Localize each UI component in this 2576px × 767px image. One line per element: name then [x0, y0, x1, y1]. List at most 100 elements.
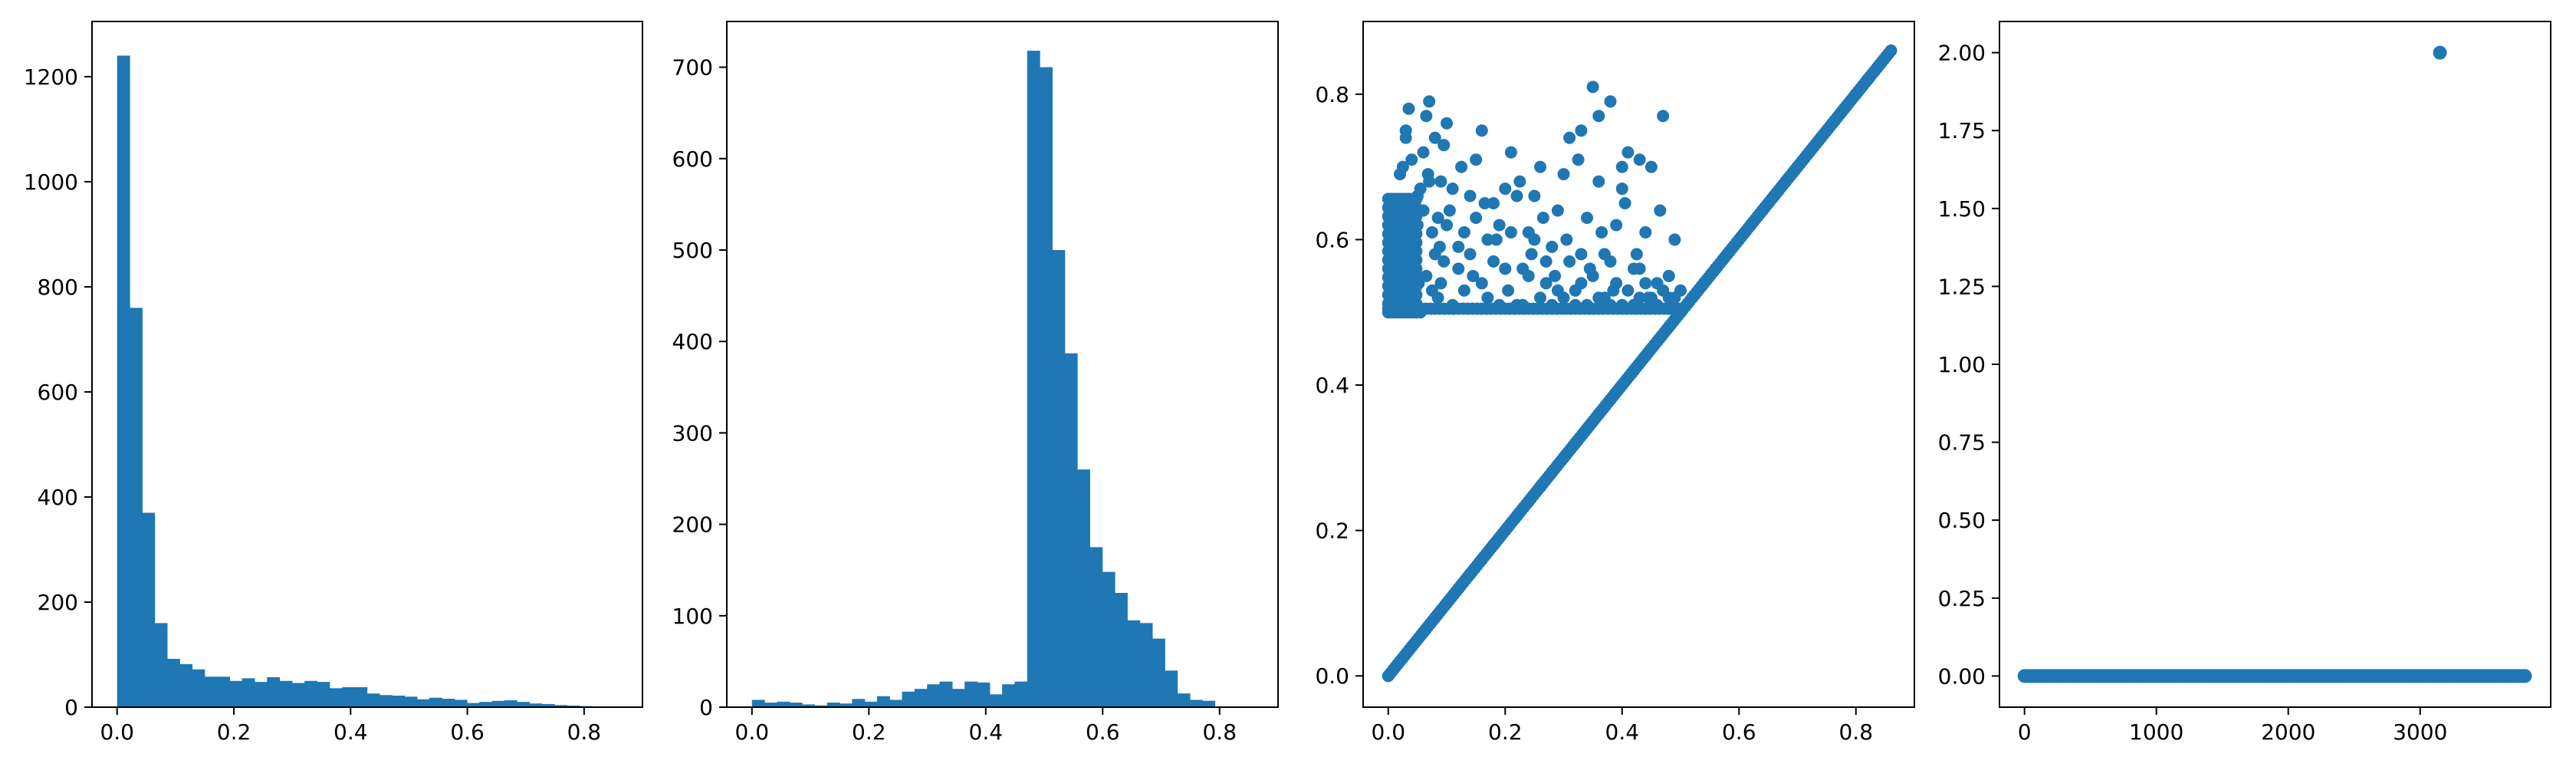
- scatter-point: [1791, 160, 1804, 173]
- scatter-point: [1513, 175, 1526, 188]
- scatter-point: [1586, 269, 1599, 282]
- scatter-point: [1651, 298, 1664, 311]
- histogram-bar: [504, 700, 518, 707]
- scatter-point: [1534, 160, 1547, 173]
- scatter-point: [1768, 189, 1781, 202]
- histogram-bar: [354, 686, 368, 707]
- scatter-point: [1405, 291, 1418, 304]
- scatter-point: [1884, 44, 1898, 57]
- subplot-3-scatter: 0.0 0.2 0.4 0.6 0.8 0.0 0.2 0.4 0.6 0.8: [1315, 21, 1915, 745]
- scatter-point: [1539, 255, 1552, 268]
- scatter-point: [1522, 495, 1535, 508]
- histogram-bar: [789, 703, 803, 707]
- histogram-bar: [1152, 638, 1165, 707]
- scatter-point: [1382, 670, 1395, 683]
- scatter-point: [1662, 321, 1675, 334]
- scatter-point: [1464, 189, 1477, 202]
- scatter-point: [1581, 211, 1594, 224]
- axes-frame: [1999, 21, 2551, 708]
- histogram-bar: [1052, 250, 1066, 707]
- histogram-bar: [864, 701, 878, 707]
- y-tick-label: 0.0: [1315, 663, 1349, 689]
- histogram-bar: [342, 686, 355, 707]
- scatter-point: [1487, 197, 1500, 210]
- histogram-bar: [1027, 51, 1040, 707]
- scatter-point: [1405, 640, 1418, 653]
- scatter-point: [1487, 538, 1500, 551]
- scatter-point: [1493, 298, 1506, 311]
- histogram-bar: [1202, 700, 1216, 707]
- scatter-point: [1475, 124, 1488, 137]
- histogram-bar: [1127, 620, 1141, 707]
- scatter-point: [1575, 248, 1588, 261]
- histogram-bar: [751, 700, 765, 707]
- scatter-point: [1873, 58, 1886, 71]
- scatter-point: [1457, 284, 1470, 297]
- y-tick-label: 600: [672, 146, 713, 172]
- scatter-point: [1487, 255, 1500, 268]
- scatter-point: [1428, 611, 1441, 624]
- scatter-point: [1504, 146, 1517, 159]
- y-tick-label: 0.00: [1938, 663, 1986, 689]
- scatter-point: [1478, 197, 1491, 210]
- histogram-bar: [1014, 681, 1028, 707]
- scatter-point: [1549, 269, 1562, 282]
- scatter-point: [1592, 110, 1605, 123]
- scatter-point: [1428, 131, 1441, 144]
- scatter-point: [1385, 298, 1398, 311]
- histogram-bar: [130, 308, 143, 707]
- scatter-point: [1615, 183, 1628, 196]
- histogram-bar: [814, 705, 828, 707]
- scatter-point: [1572, 153, 1585, 166]
- scatter-point: [1639, 350, 1652, 363]
- axes-frame: [726, 21, 1279, 708]
- histogram-bar: [291, 683, 305, 707]
- scatter-point: [1417, 204, 1430, 217]
- scatter-point: [1481, 233, 1494, 246]
- histogram-bar: [254, 682, 268, 707]
- histogram-bar: [876, 696, 890, 707]
- scatter-point: [1604, 298, 1617, 311]
- scatter-point: [1467, 269, 1480, 282]
- marks-group: [117, 55, 618, 707]
- y-tick-label: 1.00: [1938, 352, 1986, 377]
- histogram-bar: [242, 678, 255, 707]
- scatter-point: [1394, 197, 1407, 210]
- scatter-point: [1534, 291, 1547, 304]
- scatter-point: [1563, 255, 1576, 268]
- scatter-point-outlier: [2433, 45, 2447, 60]
- scatter-point: [1592, 407, 1605, 420]
- y-tick-label: 0.75: [1938, 430, 1986, 456]
- scatter-point: [1391, 284, 1404, 297]
- histogram-bar: [479, 702, 493, 707]
- scatter-point: [1438, 139, 1451, 152]
- x-tick-label: 0.2: [852, 719, 886, 745]
- scatter-point: [1595, 225, 1608, 239]
- y-tick-label: 400: [672, 329, 713, 354]
- axes-frame: [1362, 21, 1915, 708]
- histogram-bar: [517, 702, 531, 707]
- y-tick-label: 0.25: [1938, 586, 1986, 611]
- scatter-point: [1431, 291, 1444, 304]
- x-tick-label: 0.0: [100, 719, 134, 745]
- x-tick-label: 0.0: [1372, 719, 1406, 745]
- scatter-point: [1388, 269, 1401, 282]
- scatter-point: [1815, 131, 1828, 144]
- scatter-point: [1615, 160, 1628, 173]
- scatter-point: [1534, 480, 1547, 493]
- scatter-point: [1452, 262, 1465, 275]
- scatter-point: [1569, 298, 1582, 311]
- scatter-point: [1502, 284, 1515, 297]
- histogram-bar: [404, 696, 418, 707]
- scatter-point: [1721, 248, 1734, 261]
- scatter-point: [1668, 291, 1681, 304]
- histogram-bar: [192, 669, 205, 707]
- scatter-point: [1592, 175, 1605, 188]
- y-tick-label: 0.50: [1938, 508, 1986, 533]
- scatter-point: [1628, 364, 1641, 377]
- scatter-point: [1802, 146, 1815, 159]
- scatter-point: [1654, 204, 1667, 217]
- scatter-point: [1438, 255, 1451, 268]
- y-tick-label: 1200: [24, 64, 78, 90]
- subplot-4-scatter: 0 1000 2000 3000 0.00 0.25 0.50 0.75 1.00 1.25 1.5…: [1938, 21, 2551, 745]
